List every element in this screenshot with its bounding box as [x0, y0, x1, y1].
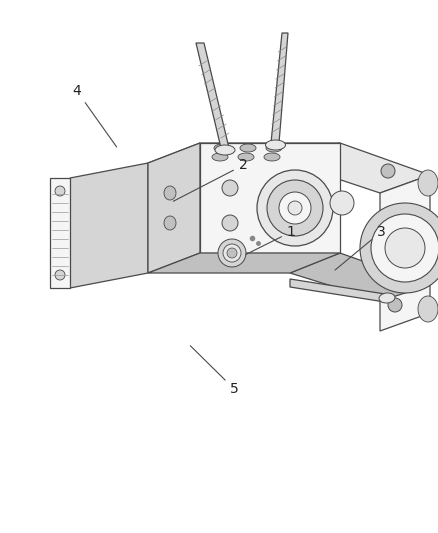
- Ellipse shape: [264, 153, 280, 161]
- Ellipse shape: [212, 153, 228, 161]
- Polygon shape: [196, 43, 229, 148]
- Ellipse shape: [222, 215, 238, 231]
- Ellipse shape: [215, 145, 235, 155]
- Ellipse shape: [164, 186, 176, 200]
- Polygon shape: [70, 163, 148, 288]
- Polygon shape: [148, 143, 340, 163]
- Text: 2: 2: [173, 158, 247, 201]
- Ellipse shape: [257, 170, 333, 246]
- Text: 1: 1: [246, 225, 296, 255]
- Polygon shape: [290, 279, 385, 302]
- Ellipse shape: [266, 144, 282, 152]
- Ellipse shape: [267, 180, 323, 236]
- Ellipse shape: [418, 296, 438, 322]
- Ellipse shape: [418, 170, 438, 196]
- Ellipse shape: [240, 144, 256, 152]
- Ellipse shape: [265, 140, 286, 150]
- Ellipse shape: [279, 192, 311, 224]
- Ellipse shape: [227, 248, 237, 258]
- Polygon shape: [50, 178, 70, 288]
- Polygon shape: [148, 253, 340, 273]
- Text: 5: 5: [191, 346, 239, 396]
- Polygon shape: [271, 33, 288, 143]
- Ellipse shape: [164, 216, 176, 230]
- Polygon shape: [290, 253, 430, 301]
- Ellipse shape: [267, 180, 283, 196]
- Polygon shape: [200, 143, 340, 253]
- Ellipse shape: [223, 244, 241, 262]
- Ellipse shape: [214, 144, 230, 152]
- Ellipse shape: [360, 203, 438, 293]
- Polygon shape: [380, 175, 430, 331]
- Ellipse shape: [388, 298, 402, 312]
- Ellipse shape: [267, 215, 283, 231]
- Ellipse shape: [288, 201, 302, 215]
- Ellipse shape: [218, 239, 246, 267]
- Ellipse shape: [371, 214, 438, 282]
- Polygon shape: [148, 143, 200, 273]
- Ellipse shape: [222, 180, 238, 196]
- Ellipse shape: [55, 270, 65, 280]
- Ellipse shape: [381, 164, 395, 178]
- Text: 3: 3: [335, 225, 385, 270]
- Ellipse shape: [238, 153, 254, 161]
- Polygon shape: [290, 143, 430, 193]
- Ellipse shape: [385, 228, 425, 268]
- Text: 4: 4: [72, 84, 117, 147]
- Ellipse shape: [55, 186, 65, 196]
- Ellipse shape: [330, 191, 354, 215]
- Ellipse shape: [379, 293, 395, 303]
